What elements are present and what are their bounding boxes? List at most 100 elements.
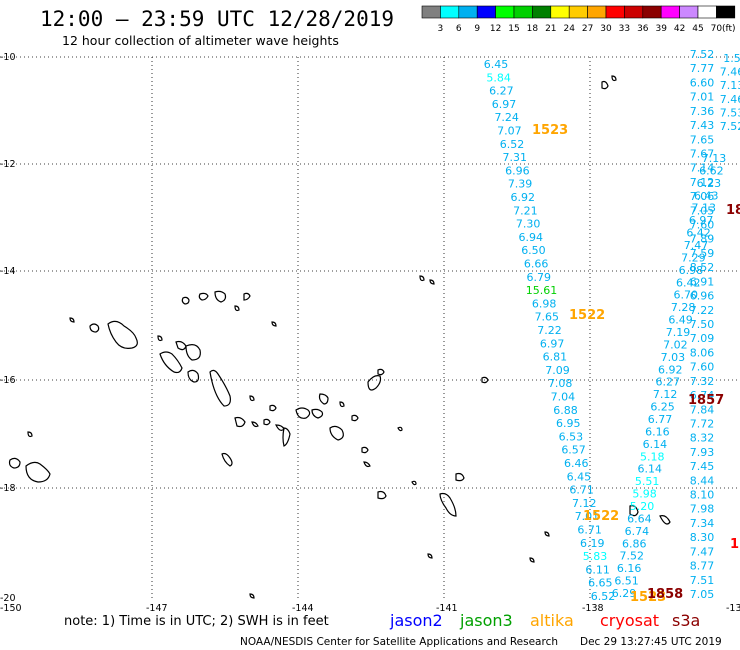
legend-swatch (605, 5, 625, 19)
island-outline (318, 393, 329, 405)
legend-swatch (532, 5, 552, 19)
wave-height-value: 7.60 (690, 361, 715, 374)
wave-height-value: 6.98 (532, 297, 557, 310)
wave-height-value: 6.19 (580, 537, 605, 550)
wave-height-value: 7.65 (535, 311, 560, 324)
wave-height-value: 6.94 (519, 231, 544, 244)
island-outline (157, 335, 163, 342)
wave-height-value: 7.13 (691, 202, 716, 215)
longitude-label: -141 (436, 603, 458, 614)
wave-height-value: 6.65 (588, 577, 613, 590)
altimeter-track-a: 6.455.846.276.977.247.076.527.316.967.39… (484, 58, 616, 603)
wave-height-value: 5.51 (635, 475, 660, 488)
island-outline (269, 404, 277, 412)
wave-height-value: 6.98 (679, 264, 704, 277)
wave-height-value: 7.60 (690, 219, 715, 232)
legend-tick-label: 33 (619, 24, 630, 34)
legend-swatch (660, 5, 680, 19)
wave-height-value: 5.18 (640, 450, 665, 463)
wave-height-value: 8.77 (690, 560, 715, 573)
legend-tick-label: 30 (600, 24, 612, 34)
pass-time-label: 1858 (647, 587, 683, 602)
pass-time-label: 1522 (569, 308, 605, 323)
pass-time-label: 1 (730, 537, 739, 552)
satellite-name: cryosat (600, 611, 659, 630)
wave-height-value: 7.22 (690, 304, 715, 317)
altimeter-track-c: 7.527.776.60 7.017.367.437.657.67 7.147.12… (690, 48, 715, 601)
wave-height-value: 6.77 (648, 413, 673, 426)
island-outline (198, 292, 209, 301)
wave-height-value: 6.96 (505, 164, 530, 177)
wave-height-value: 7.09 (690, 332, 715, 345)
island-outline (271, 321, 277, 327)
wave-height-value: 7.46 (720, 93, 740, 106)
island-outline (221, 452, 233, 467)
longitude-label: -144 (292, 603, 314, 614)
wave-height-value: 7.31 (502, 151, 527, 164)
generated-timestamp: Dec 29 13:27:45 UTC 2019 (580, 636, 722, 648)
island-outline (8, 457, 21, 469)
wave-height-value: 7.13 (702, 152, 727, 165)
wave-height-value: 6.95 (556, 417, 581, 430)
island-outline (234, 416, 246, 428)
pass-time-label: 1857 (688, 393, 724, 408)
wave-height-value: 6.96 (690, 290, 715, 303)
latitude-label: -18 (0, 483, 16, 494)
island-outline (419, 275, 425, 282)
wave-height-value: 1.5 (723, 52, 740, 65)
legend-tick-label: 70 (711, 24, 723, 34)
legend-swatch (587, 5, 607, 19)
wave-height-value: 6.79 (527, 271, 552, 284)
wave-height-value: 6.62 (699, 164, 724, 177)
wave-height-value: 7.22 (537, 324, 562, 337)
wave-height-value: 6.70 (673, 289, 698, 302)
island-outline (175, 340, 187, 351)
wave-height-value: 6.49 (668, 314, 693, 327)
wave-height-value: 7.07 (497, 125, 522, 138)
map-title: 12:00 – 23:59 UTC 12/28/2019 (40, 7, 394, 31)
wave-height-value: 6.27 (489, 85, 514, 98)
island-outline (159, 351, 183, 374)
satellite-name: altika (530, 611, 574, 630)
wave-height-value: 7.01 (575, 510, 600, 523)
legend-swatch (568, 5, 588, 19)
island-outline (249, 395, 255, 402)
island-outline (629, 505, 639, 517)
wave-height-value: 7.05 (690, 204, 715, 217)
wave-height-value: 6.51 (614, 575, 639, 588)
island-outline (187, 369, 200, 383)
altimeter-track-b: 7.136.626.236.437.136.976.427.477.296.98… (612, 152, 727, 600)
wave-height-value: 7.19 (666, 326, 691, 339)
island-outline (397, 426, 403, 432)
wave-height-value: 7.53 (720, 106, 740, 119)
wave-height-value: 7.08 (548, 377, 573, 390)
latitude-label: -20 (0, 593, 16, 604)
wave-height-value: 7.59 (690, 247, 715, 260)
legend-tick-label: 9 (474, 24, 480, 34)
wave-height-value: 15.61 (526, 284, 558, 297)
wave-height-value: 7.09 (545, 364, 570, 377)
wave-height-value: 7.30 (516, 218, 541, 231)
wave-height-value: 5.83 (583, 550, 608, 563)
wave-height-value: 6.97 (689, 214, 714, 227)
island-outline (411, 480, 417, 486)
longitude-label: -150 (0, 603, 22, 614)
wave-height-value: 7.12 (690, 176, 715, 189)
wave-height-value: 8.44 (690, 474, 715, 487)
island-outline (249, 593, 255, 599)
wave-height-value: 6.42 (676, 276, 701, 289)
island-outline (251, 421, 259, 428)
island-outline (89, 323, 100, 333)
legend-tick-label: 27 (582, 24, 593, 34)
wave-height-value: 8.06 (690, 346, 715, 359)
pass-time-label: 1522 (583, 509, 619, 524)
legend-tick-label: 6 (456, 24, 462, 34)
wave-height-value: 7.12 (572, 497, 597, 510)
legend-tick-label: 21 (545, 24, 556, 34)
island-outline (311, 408, 324, 419)
wave-height-value: 7.45 (690, 460, 715, 473)
legend-swatch (642, 5, 662, 19)
wave-height-value: 7.12 (653, 388, 678, 401)
pass-time-label: 18 (726, 203, 740, 218)
